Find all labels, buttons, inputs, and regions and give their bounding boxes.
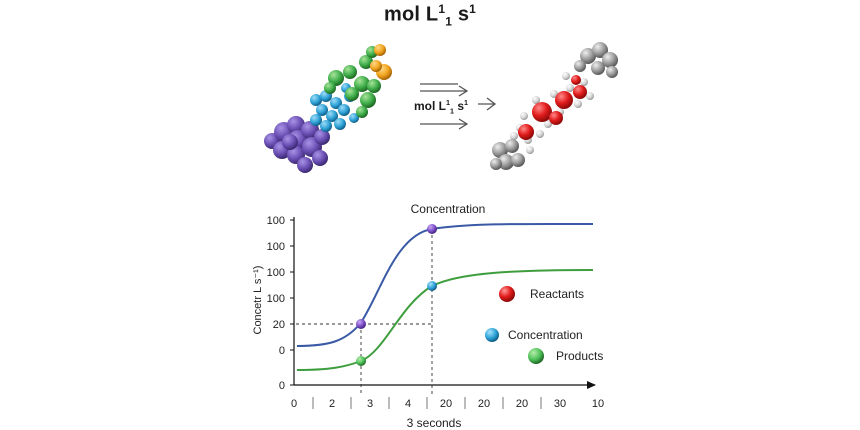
legend-concentration-label: Concentration: [508, 328, 583, 342]
series-green-curve: [296, 269, 594, 371]
x-tick-label: 3: [367, 398, 373, 410]
reaction-illustration: [264, 42, 618, 173]
x-tick-label: 2: [329, 398, 335, 410]
x-axis-label: 3 seconds: [407, 416, 462, 430]
y-tick-label: 0: [279, 380, 285, 392]
marker-green-high: [427, 281, 437, 291]
purple-cluster: [264, 116, 330, 173]
y-tick-label: 100: [267, 241, 285, 253]
x-tick-label: 20: [516, 398, 528, 410]
legend-reactants-swatch: [499, 286, 515, 302]
green-cluster: [324, 46, 381, 118]
chart-title: Concentration: [411, 202, 486, 216]
marker-green-low: [356, 356, 366, 366]
reaction-arrows: [420, 83, 497, 130]
marker-blue-high: [427, 224, 437, 234]
x-tick-label: 10: [592, 398, 604, 410]
white-atoms: [510, 72, 594, 154]
y-tick-label: 20: [273, 319, 285, 331]
product-molecule: [490, 42, 618, 170]
marker-blue-low: [356, 319, 366, 329]
x-axis-ticks: 0 2 3 4 20 20 20 30 10: [291, 397, 604, 410]
x-tick-label: 20: [478, 398, 490, 410]
legend-concentration-swatch: [485, 328, 499, 342]
orange-cluster: [370, 44, 392, 80]
legend: Reactants Concentration Products: [485, 286, 603, 364]
x-tick-label: 4: [405, 398, 411, 410]
y-tick-label: 0: [279, 345, 285, 357]
x-tick-label: 30: [554, 398, 566, 410]
y-tick-label: 100: [267, 215, 285, 227]
page-title: mol L11 s1: [383, 2, 477, 29]
series-blue-curve: [296, 222, 594, 347]
y-axis-label: Concetr L s⁻¹): [252, 266, 264, 335]
y-axis-ticks: 100 100 100 100 20 0 0: [267, 215, 294, 392]
red-atoms: [518, 75, 587, 140]
legend-reactants-label: Reactants: [530, 287, 584, 301]
y-tick-label: 100: [267, 267, 285, 279]
y-tick-label: 100: [267, 293, 285, 305]
legend-products-label: Products: [556, 349, 603, 363]
arrow-label: mol L11 s1: [414, 98, 469, 116]
x-tick-label: 0: [291, 398, 297, 410]
x-tick-label: 20: [440, 398, 452, 410]
reactant-molecule: [264, 44, 392, 173]
gray-bottom-cluster: [490, 139, 525, 170]
legend-products-swatch: [528, 348, 544, 364]
gray-top-cluster: [574, 42, 618, 78]
